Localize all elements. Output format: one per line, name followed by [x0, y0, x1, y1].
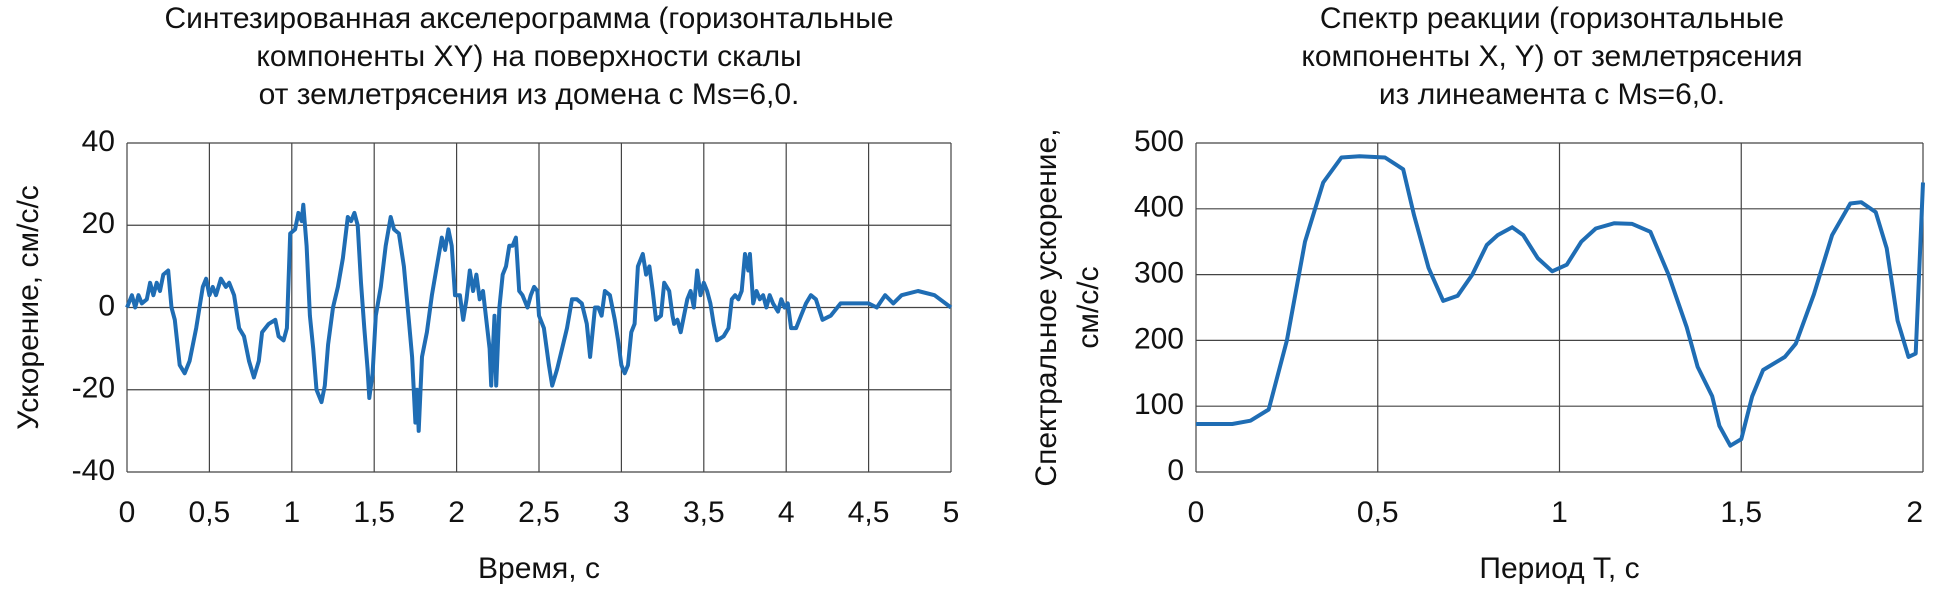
- x-tick-label: 3,5: [683, 496, 725, 529]
- chart-title: Спектр реакции (горизонтальные: [1320, 2, 1784, 35]
- x-tick-label: 4,5: [848, 496, 890, 529]
- y-tick-label: 400: [1134, 191, 1184, 224]
- y-tick-label: 300: [1134, 257, 1184, 290]
- x-tick-label: 1: [1551, 496, 1568, 529]
- series-line: [125, 202, 953, 433]
- x-tick-label: 2: [448, 496, 465, 529]
- y-tick-label: 500: [1134, 125, 1184, 158]
- x-tick-label: 1,5: [353, 496, 395, 529]
- x-tick-label: 0: [119, 496, 136, 529]
- y-axis-label: Ускорение, см/с/с: [12, 185, 45, 430]
- x-tick-label: 2: [1906, 496, 1923, 529]
- chart-title: от землетрясения из домена с Ms=6,0.: [259, 78, 800, 111]
- series-line: [1196, 154, 1925, 448]
- chart-title: из линеамента с Ms=6,0.: [1379, 78, 1725, 111]
- y-axis-label: см/с/с: [1072, 266, 1105, 348]
- x-tick-label: 4: [778, 496, 795, 529]
- y-tick-label: 200: [1134, 322, 1184, 355]
- y-tick-label: 40: [82, 125, 115, 158]
- chart-title: компоненты X, Y) от землетрясения: [1301, 40, 1802, 73]
- x-tick-label: 1,5: [1720, 496, 1762, 529]
- x-tick-label: 5: [943, 496, 960, 529]
- y-tick-label: 0: [1167, 454, 1184, 487]
- x-tick-label: 0,5: [1357, 496, 1399, 529]
- x-tick-label: 1: [283, 496, 300, 529]
- y-axis-label: Спектральное ускорение,: [1030, 128, 1063, 486]
- y-tick-label: -20: [72, 372, 115, 405]
- chart-title: Синтезированная акселерограмма (горизонт…: [164, 2, 893, 35]
- x-tick-label: 3: [613, 496, 630, 529]
- x-tick-label: 0,5: [189, 496, 231, 529]
- y-tick-label: 20: [82, 207, 115, 240]
- chart-title: компоненты XY) на поверхности скалы: [256, 40, 801, 73]
- x-axis-label: Время, с: [478, 552, 600, 585]
- y-tick-label: -40: [72, 454, 115, 487]
- y-tick-label: 100: [1134, 388, 1184, 421]
- y-tick-label: 0: [98, 289, 115, 322]
- x-tick-label: 0: [1188, 496, 1205, 529]
- x-tick-label: 2,5: [518, 496, 560, 529]
- x-axis-label: Период T, с: [1479, 552, 1639, 585]
